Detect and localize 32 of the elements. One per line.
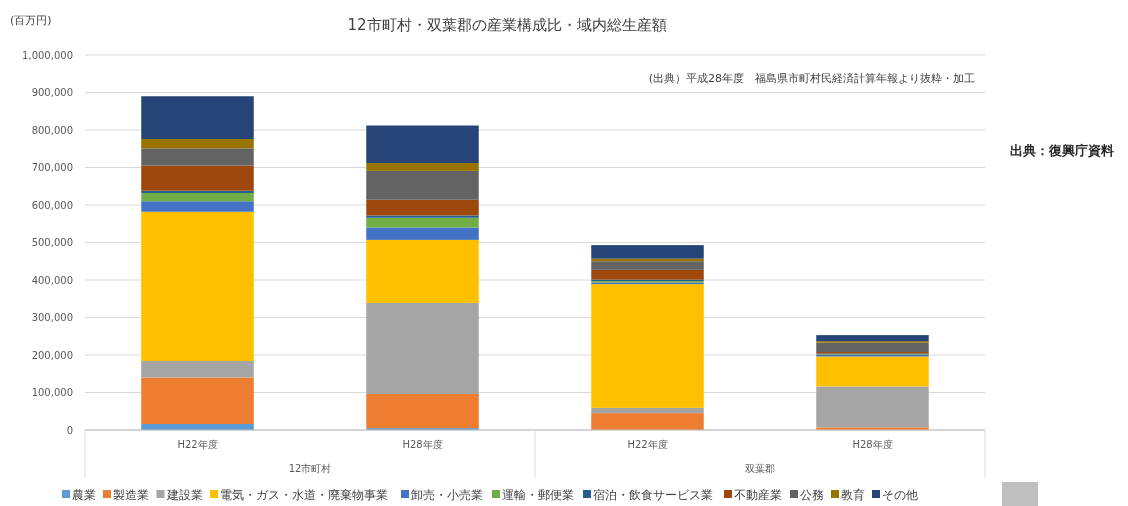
chart-title: 12市町村・双葉郡の産業構成比・域内総生産額 xyxy=(347,16,667,34)
x-tick-label: H22年度 xyxy=(177,439,218,450)
legend-label: 運輸・郵便業 xyxy=(502,488,574,502)
y-axis-title: (百万円) xyxy=(10,14,52,27)
x-tick-label: H22年度 xyxy=(627,439,668,450)
x-tick-label: H28年度 xyxy=(402,439,443,450)
legend-label: 公務 xyxy=(800,488,824,502)
legend-label: 不動産業 xyxy=(734,488,782,502)
y-tick-label: 100,000 xyxy=(31,387,73,398)
y-tick-label: 900,000 xyxy=(31,87,73,98)
legend-label: 教育 xyxy=(841,488,865,502)
legend-label: 製造業 xyxy=(113,488,149,502)
legend-label: 農業 xyxy=(72,488,96,502)
y-tick-label: 400,000 xyxy=(31,274,73,286)
y-tick-label: 200,000 xyxy=(31,349,73,361)
y-tick-label: 500,000 xyxy=(31,237,73,248)
legend-label: 卸売・小売業 xyxy=(411,488,483,502)
legend-label: 電気・ガス・水道・廃棄物事業 xyxy=(220,488,388,502)
text: 12市町村 xyxy=(288,463,332,474)
y-tick-label: 800,000 xyxy=(31,124,73,136)
legend-label: 宿泊・飲食サービス業 xyxy=(593,488,713,502)
x-tick-label: H28年度 xyxy=(852,439,893,450)
source-note: 出典：復興庁資料 xyxy=(1010,143,1114,158)
y-tick-label: 300,000 xyxy=(31,312,73,323)
legend-label: 建設業 xyxy=(165,488,203,502)
y-tick-label: 700,000 xyxy=(31,162,73,173)
annotation: (出典）平成28年度 福島県市町村民経済計算年報より抜粋・加工 xyxy=(648,72,975,85)
legend-label: その他 xyxy=(882,488,918,502)
y-tick-label: 1,000,000 xyxy=(22,49,73,61)
y-tick-label: 0 xyxy=(66,424,73,436)
text: 双葉郡 xyxy=(745,463,775,474)
y-tick-label: 600,000 xyxy=(31,199,73,211)
